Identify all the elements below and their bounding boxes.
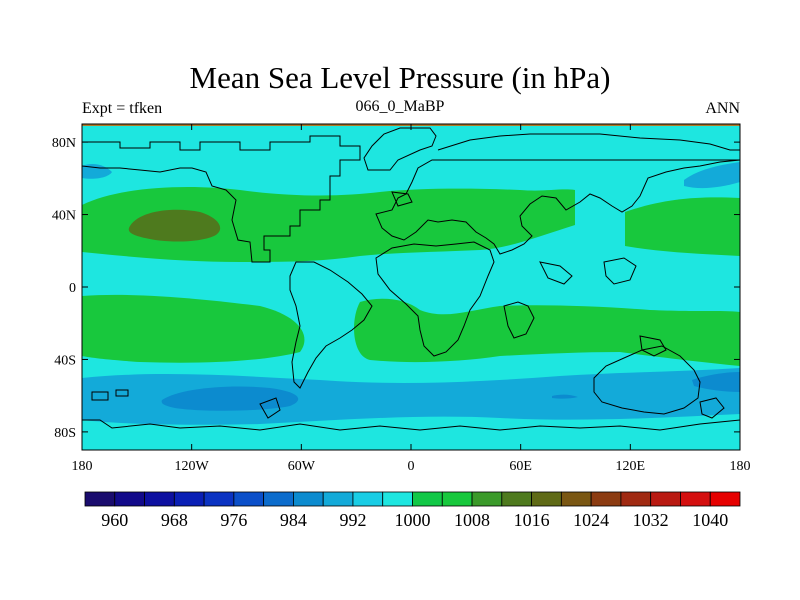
coast-island-4	[639, 335, 667, 357]
x-tick-label: 60W	[288, 459, 316, 474]
map-field	[82, 124, 740, 450]
field-1008-north-east	[625, 197, 740, 256]
colorbar-box	[680, 491, 711, 507]
coastlines	[82, 127, 740, 431]
coast-island-8	[391, 191, 413, 207]
coast-island-7	[539, 261, 573, 285]
field-984-south-east-low	[692, 372, 740, 392]
colorbar-label: 968	[161, 510, 188, 530]
experiment-label: Expt = tfken	[82, 100, 163, 117]
field-1008-south-atlantic	[354, 298, 740, 366]
x-tick-label: 0	[408, 459, 415, 474]
colorbar-box	[441, 491, 473, 507]
chart-title: Mean Sea Level Pressure (in hPa)	[189, 60, 611, 95]
x-tick-label: 180	[730, 459, 751, 474]
field-1008-south-pacific	[82, 294, 305, 363]
case-label: 066_0_MaBP	[355, 98, 445, 115]
y-tick-label: 40S	[54, 353, 76, 368]
coast-island-6	[603, 257, 637, 285]
colorbar-box	[590, 491, 622, 507]
x-axis: 180 120W 60W 0 60E 120E 180	[72, 124, 751, 474]
colorbar-box	[263, 491, 294, 507]
coast-madagascar	[503, 301, 535, 339]
field-992-north-east	[684, 162, 740, 189]
colorbar-box	[471, 491, 503, 507]
coast-south-america	[289, 261, 373, 389]
colorbar-box	[233, 491, 265, 507]
colorbar-box	[84, 491, 116, 507]
coast-australia	[593, 345, 701, 415]
colorbar-box	[173, 491, 205, 507]
colorbar-box	[709, 491, 741, 507]
coast-island-5	[699, 397, 725, 419]
x-tick-label: 180	[72, 459, 93, 474]
field-1008-north-pacific	[82, 186, 575, 262]
colorbar-label: 1016	[514, 510, 550, 530]
coast-island-3	[259, 397, 281, 419]
colorbar-box	[144, 491, 175, 507]
coast-africa	[375, 241, 495, 357]
y-axis: 80N 40N 0 40S 80S	[52, 136, 740, 441]
colorbar-label: 1040	[692, 510, 728, 530]
coast-north-america	[82, 135, 361, 263]
colorbar-label: 1032	[633, 510, 669, 530]
colorbar-box	[352, 491, 384, 507]
field-1016-north-pacific-high	[128, 209, 221, 242]
colorbar-box	[650, 491, 681, 507]
colorbar-box	[114, 491, 145, 507]
field-992-southern-ocean	[82, 368, 740, 425]
x-tick-label: 60E	[509, 459, 532, 474]
coast-antarctica	[82, 419, 740, 431]
colorbar: 960 968 976 984 992 1000 1008 1016 1024 1032 1040	[84, 491, 741, 530]
colorbar-box	[382, 491, 413, 507]
colorbar-label: 960	[101, 510, 128, 530]
coast-greenland	[363, 127, 437, 171]
colorbar-box	[322, 491, 354, 507]
coast-eurasia	[375, 133, 740, 255]
colorbar-label: 992	[339, 510, 366, 530]
x-tick-label: 120W	[175, 459, 210, 474]
y-tick-label: 80S	[54, 426, 76, 441]
y-tick-label: 0	[69, 281, 76, 296]
colorbar-box	[620, 491, 652, 507]
field-984-south-indian-low	[552, 394, 578, 399]
colorbar-label: 1000	[395, 510, 431, 530]
y-tick-label: 80N	[52, 136, 76, 151]
colorbar-box	[203, 491, 235, 507]
colorbar-box	[531, 491, 562, 507]
colorbar-box	[293, 491, 324, 507]
colorbar-label: 976	[220, 510, 247, 530]
field-984-south-pacific-low	[161, 386, 299, 411]
coast-island-1	[91, 391, 109, 401]
colorbar-box	[501, 491, 532, 507]
colorbar-box	[560, 491, 592, 507]
coast-island-2	[115, 389, 129, 397]
colorbar-box	[412, 491, 443, 507]
season-label: ANN	[705, 100, 740, 117]
colorbar-label: 984	[280, 510, 307, 530]
colorbar-label: 1008	[454, 510, 490, 530]
x-tick-label: 120E	[616, 459, 646, 474]
colorbar-label: 1024	[573, 510, 609, 530]
y-tick-label: 40N	[52, 209, 76, 224]
